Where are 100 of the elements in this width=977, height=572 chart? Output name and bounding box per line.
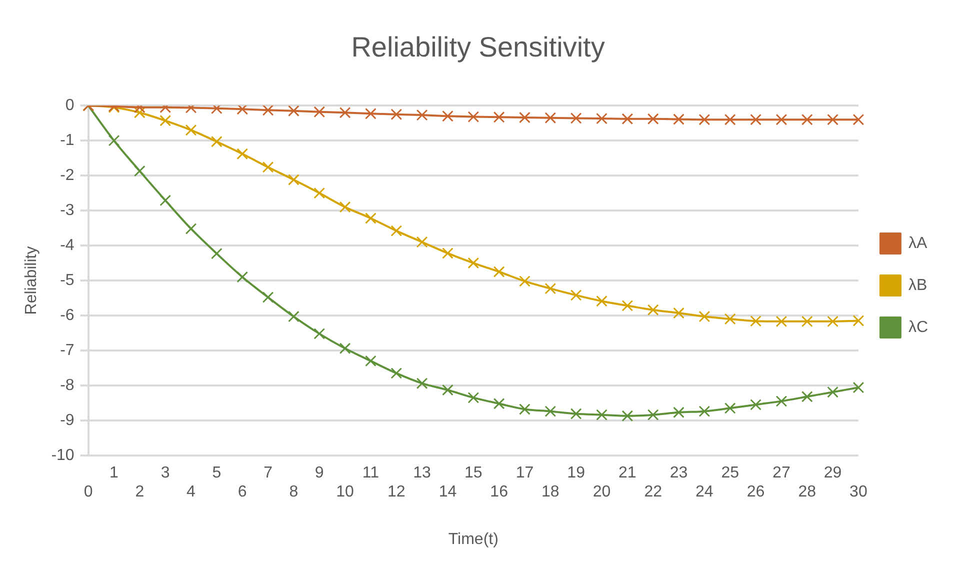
x-tick-label: 17	[516, 464, 534, 482]
x-tick-label: 25	[721, 464, 740, 482]
point	[852, 315, 864, 326]
point	[647, 304, 659, 316]
point	[390, 368, 402, 379]
x-tick-label: 4	[186, 484, 196, 501]
point	[622, 300, 634, 312]
point	[776, 114, 788, 126]
y-tick-label: -8	[60, 376, 74, 394]
point	[314, 187, 326, 199]
point	[827, 386, 838, 398]
point	[236, 106, 248, 115]
y-tick-label: -7	[60, 342, 74, 359]
point	[288, 174, 300, 186]
point	[262, 292, 274, 303]
point	[544, 406, 556, 418]
point	[442, 248, 454, 259]
x-tick-label: 27	[772, 464, 790, 482]
point	[647, 409, 659, 421]
point	[852, 382, 864, 394]
point	[801, 316, 813, 328]
point	[314, 106, 326, 118]
x-tick-label: 18	[542, 484, 560, 501]
point	[852, 114, 864, 126]
point	[339, 342, 351, 354]
point	[185, 124, 197, 136]
point	[622, 113, 634, 125]
point	[750, 315, 762, 327]
x-tick-label: 26	[746, 484, 765, 501]
point	[801, 114, 813, 126]
point	[724, 402, 736, 414]
point	[134, 165, 146, 177]
point	[570, 112, 582, 124]
point	[160, 114, 172, 126]
legend-label: λB	[908, 276, 928, 294]
x-tick-label: 15	[464, 464, 482, 482]
point	[390, 108, 402, 120]
x-tick-label: 19	[567, 464, 586, 482]
point	[108, 134, 120, 146]
y-tick-label: -3	[60, 202, 74, 219]
x-tick-label: 28	[798, 484, 816, 501]
y-axis-title: Reliability	[23, 246, 40, 315]
point	[236, 271, 248, 283]
point	[134, 106, 146, 118]
x-tick-label: 10	[336, 484, 354, 501]
point	[827, 316, 838, 328]
point	[416, 236, 428, 248]
x-tick-label: 11	[362, 464, 380, 482]
x-tick-label: 7	[264, 464, 273, 482]
x-tick-label: 3	[160, 464, 170, 482]
x-tick-label: 29	[824, 464, 842, 482]
point	[519, 112, 530, 124]
y-tick-label: -2	[60, 166, 74, 184]
point	[262, 106, 274, 116]
point	[519, 276, 530, 287]
x-tick-label: 6	[238, 484, 247, 501]
legend-label: λA	[908, 234, 928, 252]
point	[596, 295, 608, 307]
point	[750, 114, 762, 126]
point	[519, 404, 530, 415]
point	[468, 392, 480, 404]
x-tick-label: 12	[387, 484, 406, 501]
point	[673, 114, 684, 125]
x-axis-title: Time(t)	[448, 530, 498, 548]
point	[442, 110, 454, 122]
x-tick-label: 24	[696, 484, 714, 501]
y-tick-label: -5	[60, 272, 74, 289]
point	[210, 248, 222, 260]
point	[750, 398, 762, 410]
point	[647, 113, 659, 125]
point	[570, 408, 582, 420]
x-tick-label: 2	[135, 484, 144, 501]
point	[365, 355, 376, 367]
x-tick-label: 30	[850, 484, 868, 501]
point	[493, 111, 505, 123]
point	[468, 257, 480, 269]
x-tick-label: 0	[84, 484, 93, 501]
point	[314, 328, 326, 340]
point	[544, 112, 556, 124]
x-tick-label: 20	[592, 484, 611, 501]
x-tick-label: 9	[314, 464, 324, 482]
x-tick-label: 14	[438, 484, 457, 501]
point	[570, 289, 582, 301]
point	[698, 310, 710, 322]
point	[416, 378, 428, 390]
x-tick-label: 13	[413, 464, 432, 482]
point	[673, 406, 684, 418]
point	[596, 112, 608, 124]
point	[468, 111, 480, 122]
x-tick-label: 23	[670, 464, 688, 482]
point	[673, 307, 684, 319]
x-tick-label: 8	[289, 484, 298, 501]
point	[339, 106, 351, 118]
point	[493, 266, 505, 278]
x-tick-label: 1	[110, 464, 119, 482]
point	[698, 114, 710, 126]
point	[827, 114, 838, 126]
point	[236, 148, 248, 160]
legend-label: λC	[908, 318, 928, 336]
y-tick-label: -1	[60, 132, 74, 149]
